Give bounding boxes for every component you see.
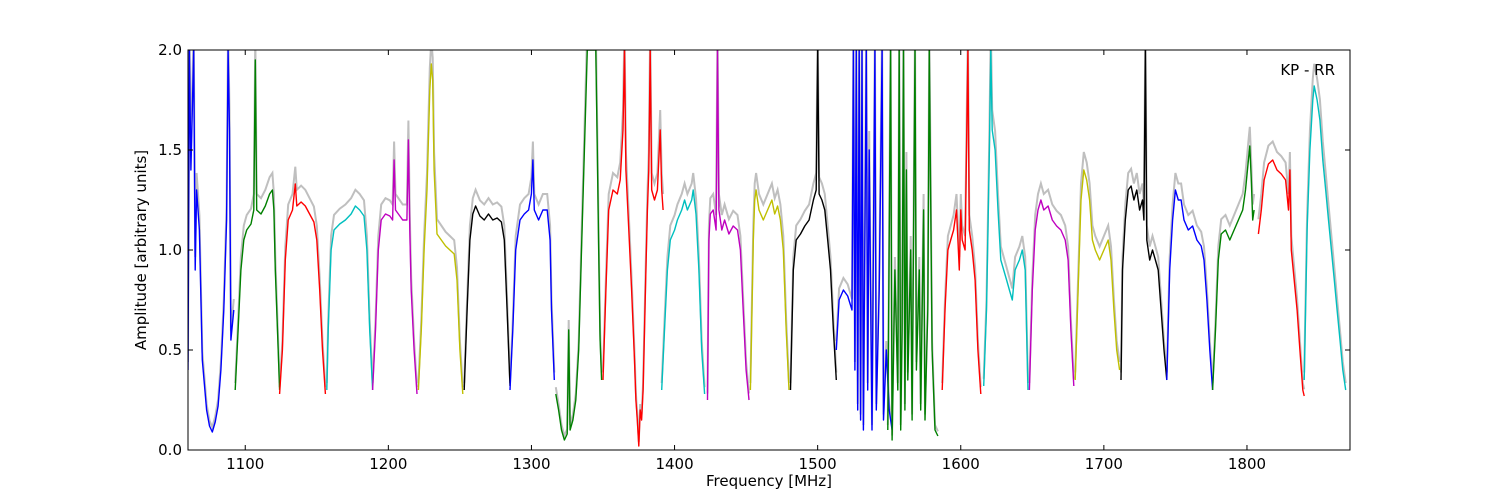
y-axis-label: Amplitude [arbitrary units] — [132, 150, 150, 350]
series-line-9 — [602, 50, 664, 447]
background-trace-5 — [417, 50, 464, 388]
y-tick-label: 0.0 — [158, 441, 182, 459]
series-line-19 — [1074, 169, 1121, 381]
series-line-14 — [835, 50, 893, 431]
series-line-7 — [509, 159, 555, 391]
series-line-24 — [1303, 85, 1347, 391]
series-line-11 — [706, 50, 750, 401]
background-trace-24 — [1303, 63, 1347, 384]
x-tick-label: 1300 — [512, 455, 550, 473]
series-line-18 — [1028, 199, 1075, 391]
series-line-21 — [1166, 189, 1214, 391]
series-line-1 — [234, 59, 281, 391]
series-line-23 — [1257, 159, 1305, 397]
x-tick-label: 1500 — [799, 455, 837, 473]
series-line-2 — [278, 183, 327, 395]
plot-background — [188, 50, 1350, 450]
series-line-0 — [188, 50, 235, 433]
series-line-5 — [417, 63, 464, 395]
series-line-6 — [463, 205, 511, 391]
background-trace-6 — [463, 186, 511, 384]
y-tick-label: 1.5 — [158, 141, 182, 159]
background-trace-10 — [660, 172, 706, 388]
series-line-16 — [941, 50, 982, 395]
series-line-17 — [983, 50, 1029, 391]
background-trace-7 — [509, 141, 556, 384]
y-tick-label: 2.0 — [158, 41, 182, 59]
background-trace-17 — [982, 50, 1029, 384]
background-trace-12 — [749, 172, 790, 384]
background-trace-16 — [941, 50, 982, 388]
x-tick-label: 1200 — [369, 455, 407, 473]
series-line-13 — [789, 50, 837, 391]
y-axis: 0.0 0.5 1.0 1.5 2.0 — [158, 41, 1350, 459]
series-line-12 — [749, 189, 790, 391]
background-trace-22 — [1211, 126, 1256, 384]
background-trace-18 — [1028, 179, 1075, 384]
background-trace-3 — [325, 188, 374, 384]
background-trace-2 — [278, 166, 327, 388]
series-line-15 — [887, 50, 939, 441]
series-line-10 — [661, 189, 706, 395]
chart-annotation: KP - RR — [1280, 61, 1335, 79]
x-tick-label: 1700 — [1085, 455, 1123, 473]
x-axis-label: Frequency [MHz] — [706, 472, 832, 490]
series-line-20 — [1120, 50, 1168, 381]
x-tick-label: 1600 — [942, 455, 980, 473]
y-tick-label: 0.5 — [158, 341, 182, 359]
series-line-3 — [326, 205, 374, 391]
x-tick-label: 1100 — [226, 455, 264, 473]
series-line-8 — [555, 50, 603, 441]
x-axis: 1100 1200 1300 1400 1500 1600 1700 1800 — [226, 50, 1266, 473]
series-layer — [188, 50, 1347, 447]
x-tick-label: 1400 — [655, 455, 693, 473]
background-trace-21 — [1165, 172, 1214, 384]
y-tick-label: 1.0 — [158, 241, 182, 259]
series-line-4 — [371, 139, 418, 395]
series-line-22 — [1211, 145, 1255, 391]
x-tick-label: 1800 — [1228, 455, 1266, 473]
